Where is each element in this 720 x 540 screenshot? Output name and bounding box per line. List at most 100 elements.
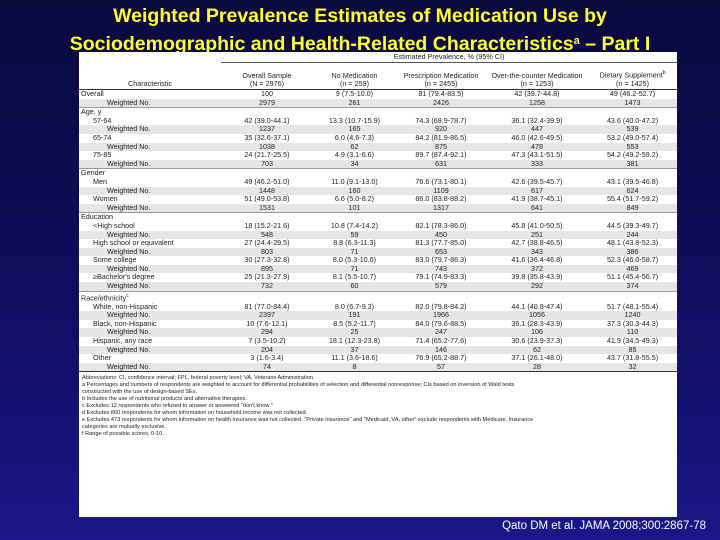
table-cell: 1966 [396,311,486,320]
table-row: 57-64 42 (39.0-44.1) 13.3 (10.7-15.9) 74.3 … [79,117,677,126]
row-label: 57-64 [79,117,221,126]
table-row: Weighted No. 2979 261 2426 1258 1473 [79,98,677,108]
table-cell: 244 [588,230,677,240]
row-label: Weighted No. [79,230,221,240]
column-header-n: (n = 1425) [616,79,649,89]
table-cell: 8.8 (6.3-11.3) [333,239,376,248]
prevalence-table-panel: Estimated Prevalence, % (95% CI) Charact… [79,52,677,517]
table-cell [396,212,486,222]
row-label: <High school [79,222,221,231]
table-cell [588,212,677,222]
table-cell: 374 [588,282,677,292]
table-cell: 36.1 (28.3-43.9) [511,319,563,328]
table-cell: 11.0 (9.1-13.0) [331,177,378,186]
footnote-line: d Excludes 860 respondents for whom info… [82,410,308,417]
table-cell: 42.6 (39.5-45.7) [511,177,563,186]
column-header-n: (n = 259) [340,79,369,89]
table-cell: 101 [313,203,396,213]
table-cell: 292 [486,282,588,292]
table-cell: 74 [221,362,313,372]
table-cell [588,290,677,303]
table-cell: 47.3 (43.1-51.5) [511,151,563,160]
row-label: Education [79,212,221,222]
table-cell: 30 (27.3-32.8) [244,256,290,265]
row-label-text: 65-74 [93,133,112,142]
table-cell: 36.1 (32.4-39.9) [511,116,563,125]
column-header-label: Prescription Medication [403,70,479,80]
table-cell [221,107,313,117]
table-row: Weighted No. 1448 160 1109 617 624 [79,186,677,196]
table-cell: 9 (7.5-10.0) [335,89,374,98]
column-header-label: Dietary Supplementb [599,70,666,80]
table-cell: 71.4 (65.2-77.6) [415,337,467,346]
table-cell: 160 [313,186,396,196]
table-cell: 44.1 (40.8-47.4) [511,302,563,311]
table-cell: 42 (39.7-44.8) [514,89,560,98]
table-cell: 34 [313,159,396,169]
table-cell: 13.3 (10.7-15.9) [328,116,381,125]
table-cell [313,168,396,178]
table-row: 75-85 24 (21.7-25.5) 4.9 (3.1-6.6) 89.7 (87… [79,151,677,160]
row-label: Race/ethnicityc [79,290,221,303]
table-row: Women 51 (49.0-53.8) 6.6 (5.0-8.2) 86.0 (83… [79,195,677,204]
table-cell: 579 [396,282,486,292]
table-cell: 84.2 (81.9-86.5) [415,133,467,142]
table-cell [313,290,396,303]
table-body: Overall 100 9 (7.5-10.0) 81 (79.4-83.5) 42 (… [79,90,677,372]
column-header-n: (n = 2455) [424,79,458,89]
column-header-n: (N = 2976) [249,79,285,89]
table-cell: 49 (46.2-52.7) [609,89,656,98]
table-row: Weighted No. 1038 62 875 478 553 [79,142,677,152]
table-cell: 450 [396,230,486,240]
footnote-line: a Percentages and numbers of respondents… [82,382,515,389]
table-cell: 6.0 (4.6-7.3) [334,133,375,142]
table-row: Age, y [79,107,677,117]
table-cell: 53.2 (49.0-57.4) [606,133,659,142]
row-label-text: ≥Bachelor's degree [93,273,155,282]
title-line-2: Sociodemographic and Health-Related Char… [0,29,720,57]
table-cell: 6.6 (5.0-8.2) [334,195,375,204]
row-label: Weighted No. [79,345,221,355]
table-cell: 2397 [221,311,313,320]
table-cell [396,290,486,303]
table-cell: 37 [313,345,396,355]
row-label: Weighted No. [79,159,221,169]
table-cell: 30.6 (23.9-37.3) [511,337,563,346]
table-cell: 24 (21.7-25.5) [244,151,290,160]
table-cell: 624 [588,186,677,196]
column-header-label: Characteristic [128,79,172,89]
title-line-2-suffix: – Part I [579,33,651,55]
row-label: Men [79,178,221,187]
row-label: Other [79,354,221,363]
table-cell: 42.7 (38.8-46.5) [511,239,563,248]
table-cell: 247 [396,328,486,338]
table-cell: 37.1 (26.1-48.0) [511,354,563,363]
table-cell: 43.6 (40.0-47.2) [606,116,659,125]
table-row: High school or equivalent 27 (24.4-29.5) 8… [79,239,677,248]
table-cell: 27 (24.4-29.5) [244,239,290,248]
table-cell: 8.5 (5.2-11.7) [333,319,376,328]
table-cell: 82.0 (79.8-84.2) [415,302,467,311]
table-cell [486,212,588,222]
citation: Qato DM et al. JAMA 2008;300:2867-78 [502,520,706,532]
row-label-text: Weighted No. [107,282,151,291]
table-cell: 553 [588,142,677,152]
table-cell: 45.8 (41.0-50.5) [511,221,563,230]
column-header-label: No Medication [331,70,378,80]
table-cell: 28 [486,362,588,372]
table-cell: 1056 [486,311,588,320]
table-row: 65-74 35 (32.6-37.1) 6.0 (4.6-7.3) 84.2 (81… [79,134,677,143]
table-cell: 372 [486,264,588,274]
table-cell: 4.9 (3.1-6.6) [334,151,375,160]
row-label-sup: c [126,292,129,299]
footnote-line: categories are mutually exclusive. [82,424,166,431]
table-row: Weighted No. 803 71 653 343 386 [79,247,677,257]
row-label: Weighted No. [79,264,221,274]
table-cell: 10.8 (7.4-14.2) [330,221,379,230]
table-cell: 204 [221,345,313,355]
table-cell: 39.8 (35.8-43.9) [511,273,563,282]
row-label-text: Weighted No. [107,345,151,354]
table-row: Weighted No. 703 34 631 333 381 [79,159,677,169]
row-label-text: White, non-Hispanic [93,302,158,311]
table-cell: 76.9 (65.2-88.7) [415,354,467,363]
